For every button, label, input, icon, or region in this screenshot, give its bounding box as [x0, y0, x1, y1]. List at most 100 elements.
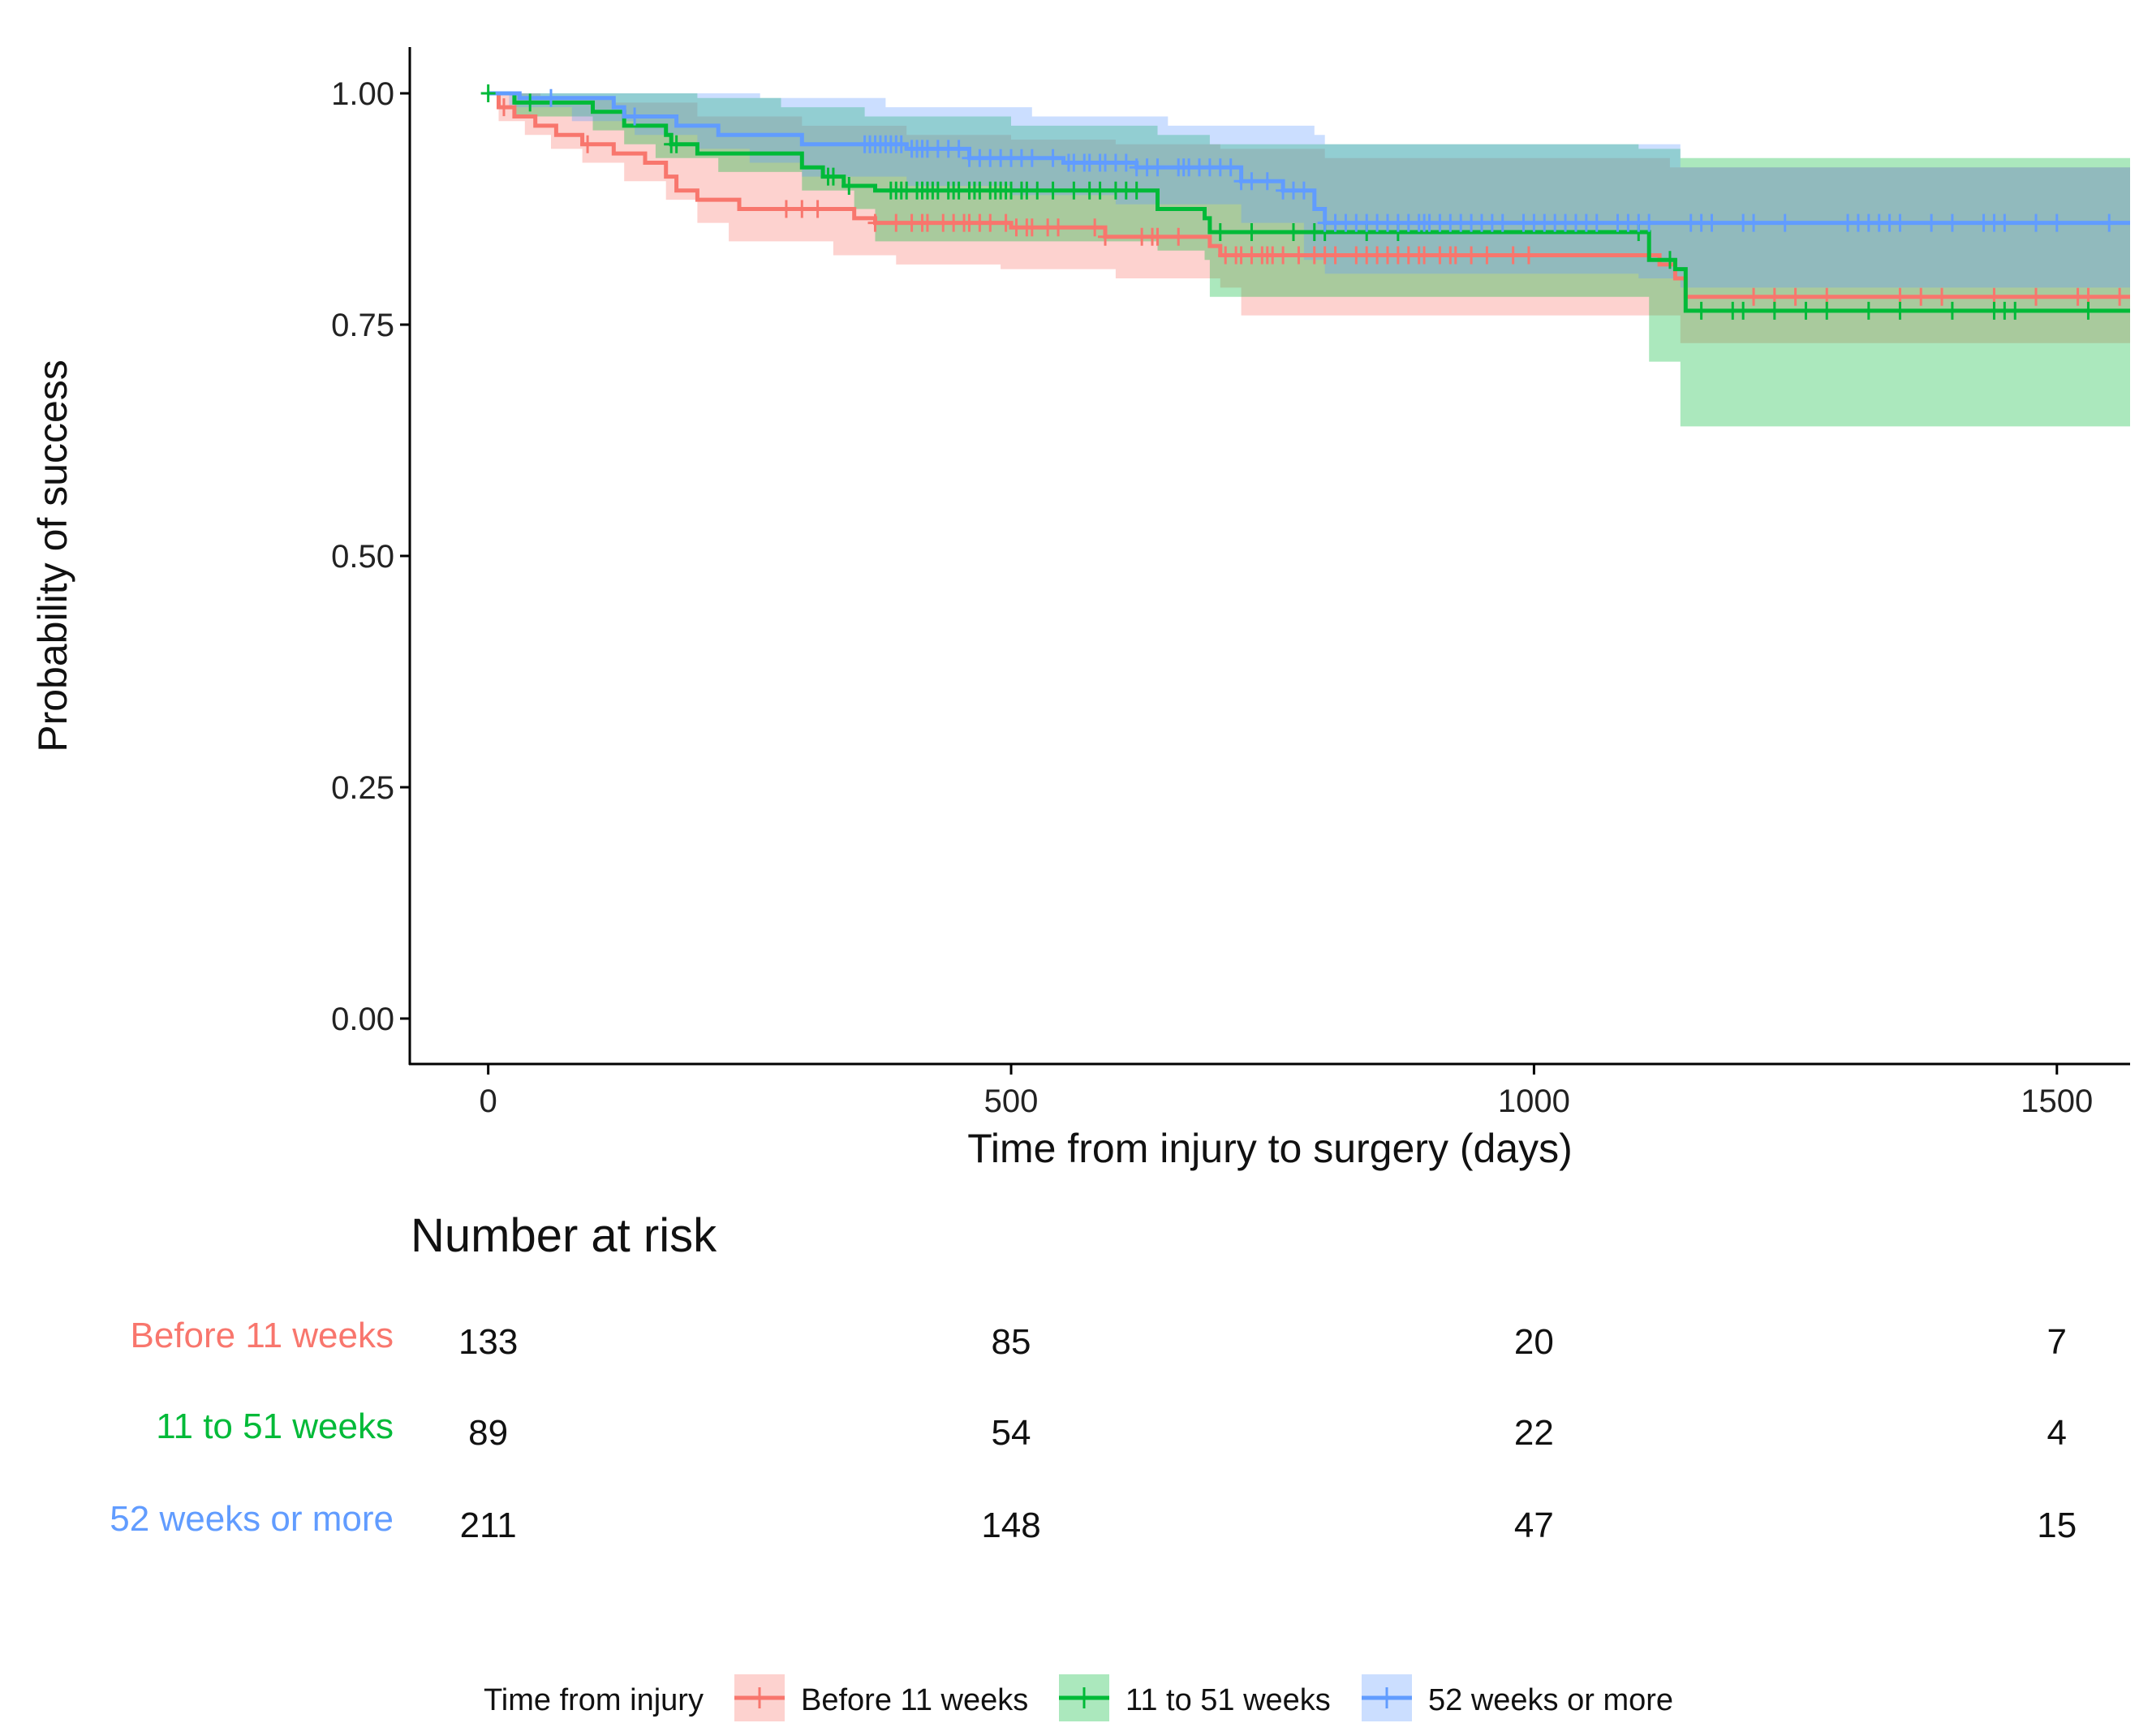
censor-mark-11-to-51-weeks	[825, 167, 841, 186]
legend-label-52-weeks-or-more: 52 weeks or more	[1428, 1683, 1673, 1717]
censor-mark-52-weeks-or-more	[1997, 213, 2012, 232]
censor-mark-before-11-weeks	[2112, 287, 2128, 306]
censor-mark-11-to-51-weeks	[1694, 301, 1709, 320]
risk-count: 22	[1514, 1413, 1554, 1453]
censor-mark-52-weeks-or-more	[1495, 213, 1510, 232]
censor-mark-52-weeks-or-more	[1704, 213, 1719, 232]
censor-mark-11-to-51-weeks	[1736, 301, 1751, 320]
censor-mark-before-11-weeks	[1479, 246, 1495, 265]
censor-mark-before-11-weeks	[1051, 218, 1066, 237]
risk-row-label-52-weeks-or-more: 52 weeks or more	[110, 1499, 394, 1539]
censor-mark-52-weeks-or-more	[1244, 172, 1259, 191]
y-tick-label: 0.00	[331, 1002, 394, 1037]
censor-mark-52-weeks-or-more	[543, 88, 558, 107]
censor-mark-before-11-weeks	[1505, 246, 1521, 265]
risk-table-title: Number at risk	[411, 1209, 717, 1262]
censor-mark-before-11-weeks	[867, 213, 883, 232]
censor-mark-52-weeks-or-more	[893, 135, 909, 153]
risk-count: 20	[1514, 1322, 1554, 1362]
censor-mark-11-to-51-weeks	[1819, 301, 1835, 320]
censor-mark-before-11-weeks	[983, 213, 998, 232]
censor-mark-before-11-weeks	[1087, 218, 1103, 237]
x-tick-label: 1000	[1498, 1083, 1570, 1119]
censor-mark-52-weeks-or-more	[1924, 213, 1939, 232]
risk-count: 89	[468, 1413, 508, 1453]
censor-mark-before-11-weeks	[998, 213, 1014, 232]
x-tick-label: 0	[480, 1083, 497, 1119]
censor-mark-11-to-51-weeks	[480, 84, 496, 102]
censor-mark-before-11-weeks	[889, 213, 904, 232]
censor-mark-52-weeks-or-more	[1892, 213, 1908, 232]
risk-count: 148	[981, 1506, 1040, 1545]
censor-mark-52-weeks-or-more	[2029, 213, 2044, 232]
censor-mark-52-weeks-or-more	[2049, 213, 2064, 232]
x-tick-label: 500	[984, 1083, 1039, 1119]
censor-mark-before-11-weeks	[496, 98, 511, 117]
censor-mark-11-to-51-weeks	[2081, 301, 2096, 320]
censor-mark-52-weeks-or-more	[1296, 181, 1311, 200]
censor-mark-before-11-weeks	[1098, 227, 1113, 246]
censor-mark-before-11-weeks	[778, 200, 794, 218]
censor-mark-52-weeks-or-more	[1024, 149, 1039, 167]
censor-mark-52-weeks-or-more	[1589, 213, 1604, 232]
censor-mark-52-weeks-or-more	[1045, 149, 1061, 167]
censor-mark-before-11-weeks	[2029, 287, 2044, 306]
censor-mark-before-11-weeks	[580, 135, 596, 153]
censor-mark-52-weeks-or-more	[627, 107, 643, 126]
censor-mark-11-to-51-weeks	[1244, 223, 1259, 241]
censor-mark-52-weeks-or-more	[1223, 158, 1238, 177]
risk-count: 85	[992, 1322, 1031, 1362]
censor-mark-11-to-51-weeks	[1045, 181, 1061, 200]
risk-count: 4	[2047, 1413, 2067, 1453]
risk-count: 211	[460, 1506, 517, 1545]
censor-mark-before-11-weeks	[1448, 246, 1463, 265]
censor-mark-52-weeks-or-more	[1642, 213, 1657, 232]
censor-mark-11-to-51-weeks	[669, 135, 684, 153]
y-tick-label: 0.25	[331, 770, 394, 806]
censor-mark-11-to-51-weeks	[1861, 301, 1876, 320]
censor-mark-before-11-weeks	[1521, 246, 1536, 265]
censor-mark-before-11-weeks	[1788, 287, 1803, 306]
censor-mark-11-to-51-weeks	[2008, 301, 2023, 320]
risk-count: 54	[992, 1413, 1031, 1453]
censor-mark-11-to-51-weeks	[841, 177, 857, 195]
censor-mark-11-to-51-weeks	[1030, 181, 1045, 200]
censor-mark-before-11-weeks	[1024, 218, 1039, 237]
risk-count: 47	[1514, 1506, 1554, 1545]
censor-mark-before-11-weeks	[1171, 227, 1186, 246]
ci-ribbon-before-11-weeks	[488, 93, 2131, 343]
censor-mark-11-to-51-weeks	[1944, 301, 1960, 320]
censor-mark-before-11-weeks	[1328, 246, 1343, 265]
risk-table: Before 11 weeks 133 85 20 7 11 to 51 weeks 89 5…	[110, 1316, 2077, 1545]
censor-mark-before-11-weeks	[1464, 246, 1479, 265]
censor-mark-before-11-weeks	[1746, 287, 1762, 306]
censor-mark-before-11-weeks	[1291, 246, 1306, 265]
censor-mark-before-11-weeks	[810, 200, 825, 218]
censor-mark-11-to-51-weeks	[523, 93, 538, 112]
censor-mark-11-to-51-weeks	[1129, 181, 1144, 200]
risk-count: 133	[458, 1322, 518, 1362]
legend-label-before-11-weeks: Before 11 weeks	[801, 1683, 1028, 1717]
censor-mark-before-11-weeks	[1150, 227, 1165, 246]
x-tick-label: 1500	[2021, 1083, 2093, 1119]
censor-mark-before-11-weeks	[1935, 287, 1950, 306]
censor-mark-52-weeks-or-more	[951, 140, 966, 158]
censor-mark-11-to-51-weeks	[1092, 181, 1108, 200]
censor-mark-52-weeks-or-more	[1944, 213, 1960, 232]
censor-mark-52-weeks-or-more	[1777, 213, 1793, 232]
y-tick-label: 0.50	[331, 539, 394, 575]
censor-mark-before-11-weeks	[1276, 246, 1291, 265]
censor-mark-11-to-51-weeks	[1066, 181, 1082, 200]
censor-mark-52-weeks-or-more	[1150, 158, 1165, 177]
survival-curve-11-to-51-weeks	[488, 91, 2130, 313]
risk-row-label-before-11-weeks: Before 11 weeks	[131, 1316, 394, 1355]
y-tick-label: 0.75	[331, 308, 394, 343]
y-axis-ticks: 0.00 0.25 0.50 0.75 1.00	[331, 76, 410, 1037]
censor-mark-52-weeks-or-more	[2102, 213, 2117, 232]
censor-mark-52-weeks-or-more	[1259, 172, 1275, 191]
censor-mark-before-11-weeks	[919, 213, 935, 232]
censor-mark-before-11-weeks	[1417, 246, 1432, 265]
legend-keys: Before 11 weeks 11 to 51 weeks 52 weeks or…	[734, 1674, 1673, 1721]
censor-mark-11-to-51-weeks	[1662, 251, 1677, 269]
